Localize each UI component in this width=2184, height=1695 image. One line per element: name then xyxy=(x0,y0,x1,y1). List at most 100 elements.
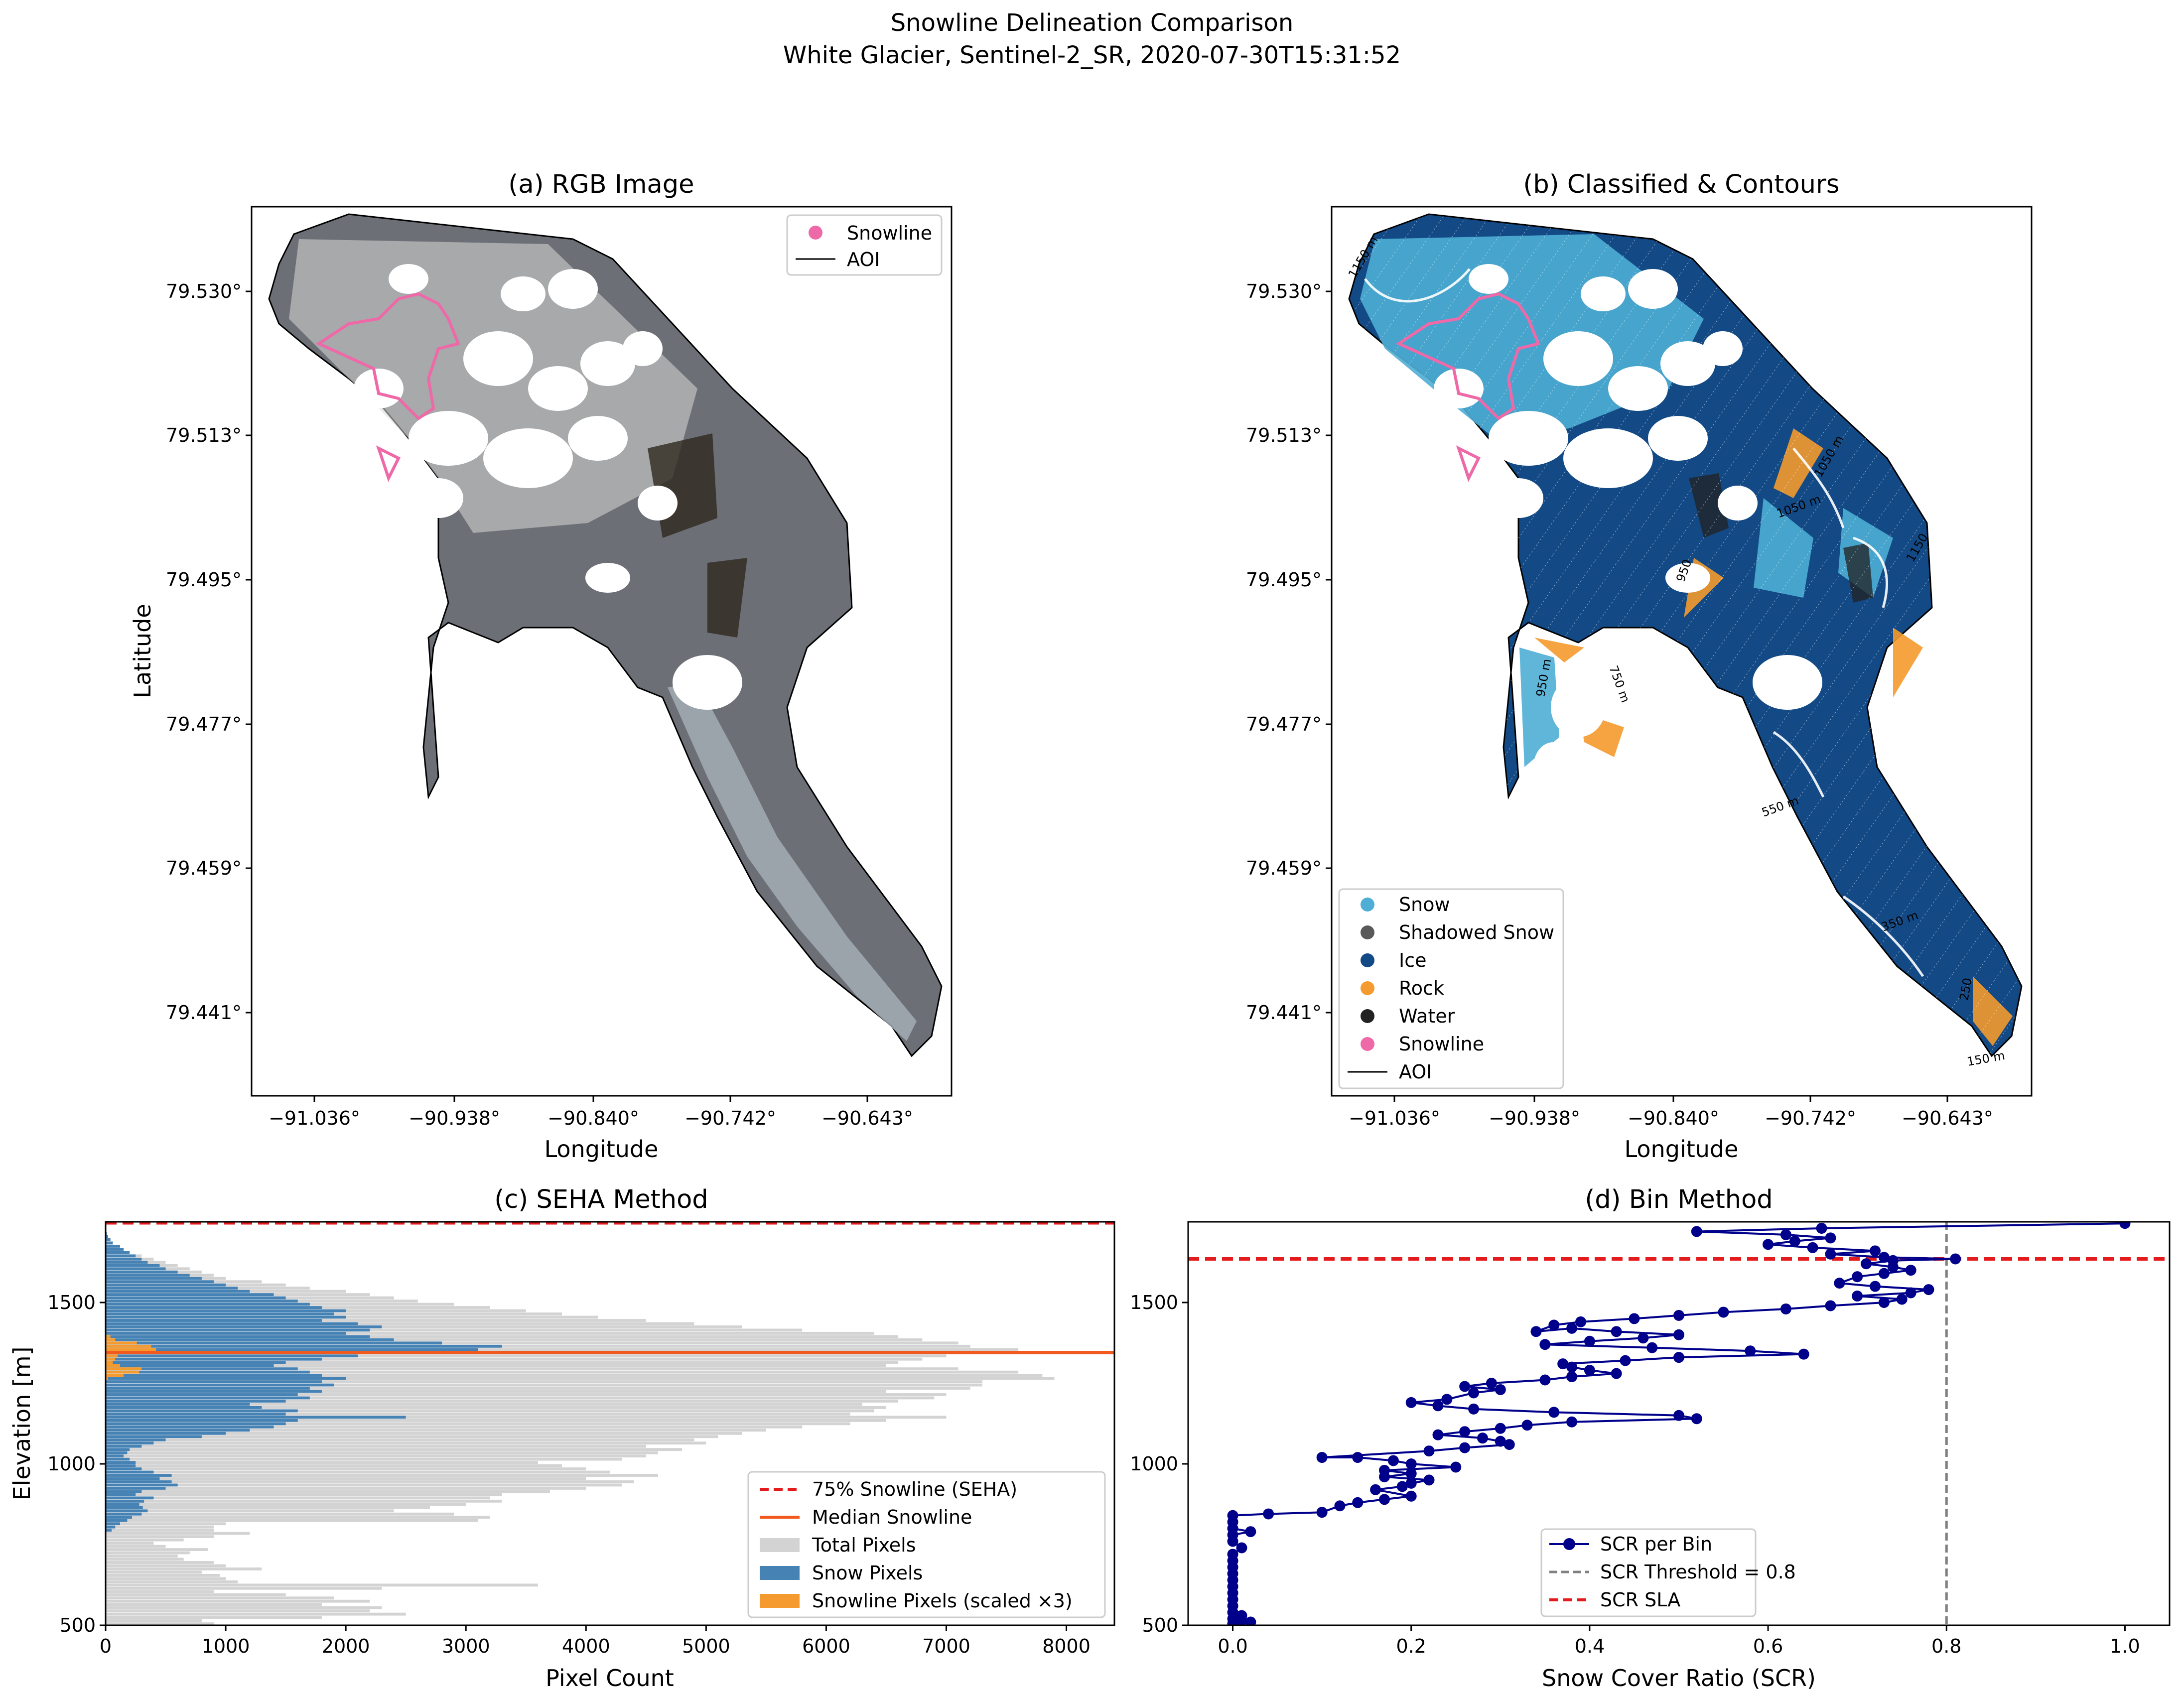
total-pixel-bar xyxy=(106,1331,874,1335)
total-pixel-bar xyxy=(106,1567,262,1570)
panel-c-y-tick-label: 1500 xyxy=(47,1292,96,1313)
total-pixel-bar xyxy=(106,1496,490,1500)
snow-pixel-bar xyxy=(106,1454,124,1458)
panel-d-xlabel: Snow Cover Ratio (SCR) xyxy=(1542,1665,1816,1692)
scr-point xyxy=(1852,1291,1863,1302)
snow-pixel-bar xyxy=(106,1283,226,1287)
scr-point xyxy=(1405,1490,1417,1502)
total-pixel-bar xyxy=(106,1364,886,1367)
total-pixel-bar xyxy=(106,1586,382,1590)
scr-point xyxy=(1227,1549,1238,1560)
snowline-pixel-bar xyxy=(106,1354,118,1358)
panel-d-x-tick-label: 1.0 xyxy=(2110,1635,2140,1657)
total-pixel-bar xyxy=(106,1429,766,1432)
snow-pixel-bar xyxy=(106,1409,298,1413)
snow-pixel-bar xyxy=(106,1529,112,1532)
legend-total-patch xyxy=(760,1538,800,1552)
snow-pixel-bar xyxy=(106,1425,274,1429)
total-pixel-bar xyxy=(106,1416,947,1419)
snow-pixel-bar xyxy=(106,1396,310,1400)
panel-a-lon-tick-label: −90.643° xyxy=(821,1107,913,1129)
scr-point xyxy=(1575,1316,1586,1327)
scr-point xyxy=(1825,1300,1836,1311)
total-pixel-bar xyxy=(106,1503,466,1506)
panel-a: (a) RGB Image xyxy=(129,170,953,1163)
snow-pixel-bar xyxy=(106,1248,124,1251)
total-pixel-bar xyxy=(106,1370,1019,1374)
snow-pixel-bar xyxy=(106,1341,442,1345)
total-pixel-bar xyxy=(106,1535,214,1539)
snowline-pixel-bar xyxy=(106,1357,116,1361)
panel-a-lat-tick-label: 79.495° xyxy=(166,569,242,591)
scr-point xyxy=(1423,1445,1435,1457)
snow-pixel-bar xyxy=(106,1432,226,1435)
snowline-pixel-bar xyxy=(106,1374,124,1377)
scr-point xyxy=(1396,1481,1408,1492)
scr-point xyxy=(1950,1253,1961,1265)
scr-point xyxy=(1503,1439,1515,1450)
panel-d-x-tick-label: 0.6 xyxy=(1753,1635,1783,1657)
snow-pixel-bar xyxy=(106,1348,478,1351)
panel-d-y-tick-label: 500 xyxy=(1142,1614,1178,1636)
total-pixel-bar xyxy=(106,1406,886,1409)
panel-d-legend: SCR per Bin SCR Threshold = 0.8 SCR SLA xyxy=(1540,1528,1796,1617)
snow-pixel-bar xyxy=(106,1235,108,1238)
panel-b-lon-tick-label: −90.938° xyxy=(1489,1107,1580,1129)
scr-point xyxy=(1495,1384,1506,1395)
snow-pixel-bar xyxy=(106,1312,334,1315)
scr-point xyxy=(1905,1287,1916,1299)
scr-point xyxy=(1745,1345,1756,1357)
scr-point xyxy=(1789,1235,1800,1247)
panel-b-lon-tick-label: −90.840° xyxy=(1628,1107,1719,1129)
panel-a-xlabel: Longitude xyxy=(545,1136,659,1163)
scr-point xyxy=(1566,1416,1578,1428)
total-pixel-bar xyxy=(106,1419,886,1422)
panel-d-x-tick-label: 0.8 xyxy=(1931,1635,1961,1657)
legend-shadowed-snow-marker xyxy=(1361,925,1374,939)
snow-pixel-bar xyxy=(106,1516,133,1519)
scr-point xyxy=(1638,1332,1649,1344)
total-pixel-bar xyxy=(106,1577,226,1580)
total-pixel-bar xyxy=(106,1596,334,1600)
scr-point xyxy=(1780,1303,1791,1314)
rgb-tongue-ice xyxy=(668,682,917,1041)
snow-pixel-bar xyxy=(106,1370,310,1374)
snow-pixel-bar xyxy=(106,1444,142,1448)
snow-pixel-bar xyxy=(106,1467,142,1470)
scr-point xyxy=(1878,1297,1890,1308)
legend-snowpix-patch xyxy=(760,1566,800,1580)
panel-b-lat-tick-label: 79.513° xyxy=(1246,424,1322,446)
scr-point xyxy=(1673,1410,1684,1421)
total-pixel-bar xyxy=(106,1616,322,1619)
total-pixel-bar xyxy=(106,1509,394,1513)
snow-pixel-bar xyxy=(106,1383,334,1387)
total-pixel-bar xyxy=(106,1328,803,1332)
total-pixel-bar xyxy=(106,1448,682,1451)
rgb-snowline-trace xyxy=(315,292,461,482)
total-pixel-bar xyxy=(106,1377,1055,1380)
snow-pixel-bar xyxy=(106,1387,310,1390)
legend-snow-marker xyxy=(1361,898,1374,912)
panel-a-lon-tick-label: −91.036° xyxy=(269,1107,360,1129)
total-pixel-bar xyxy=(106,1480,634,1483)
total-pixel-bar xyxy=(106,1390,886,1393)
snow-pixel-bar xyxy=(106,1448,130,1451)
elevation-contour-lines xyxy=(1364,268,1924,977)
total-pixel-bar xyxy=(106,1548,208,1551)
snow-pixel-bar xyxy=(106,1296,286,1300)
total-pixel-bar xyxy=(106,1367,958,1371)
total-pixel-bar xyxy=(106,1564,226,1567)
total-pixel-bar xyxy=(106,1454,646,1458)
scr-point xyxy=(1352,1452,1364,1463)
scr-point xyxy=(1495,1435,1506,1447)
scr-point xyxy=(2119,1222,2131,1229)
snowline-pixel-bar xyxy=(106,1370,139,1374)
snow-pixel-bar xyxy=(106,1380,322,1383)
total-pixel-bar xyxy=(106,1493,502,1496)
snow-pixel-bar xyxy=(106,1412,286,1416)
legend-snow-label: Snow xyxy=(1399,894,1450,915)
snowline-pixel-bar xyxy=(106,1338,116,1341)
total-pixel-bar xyxy=(106,1583,538,1587)
scr-point xyxy=(1468,1387,1480,1399)
